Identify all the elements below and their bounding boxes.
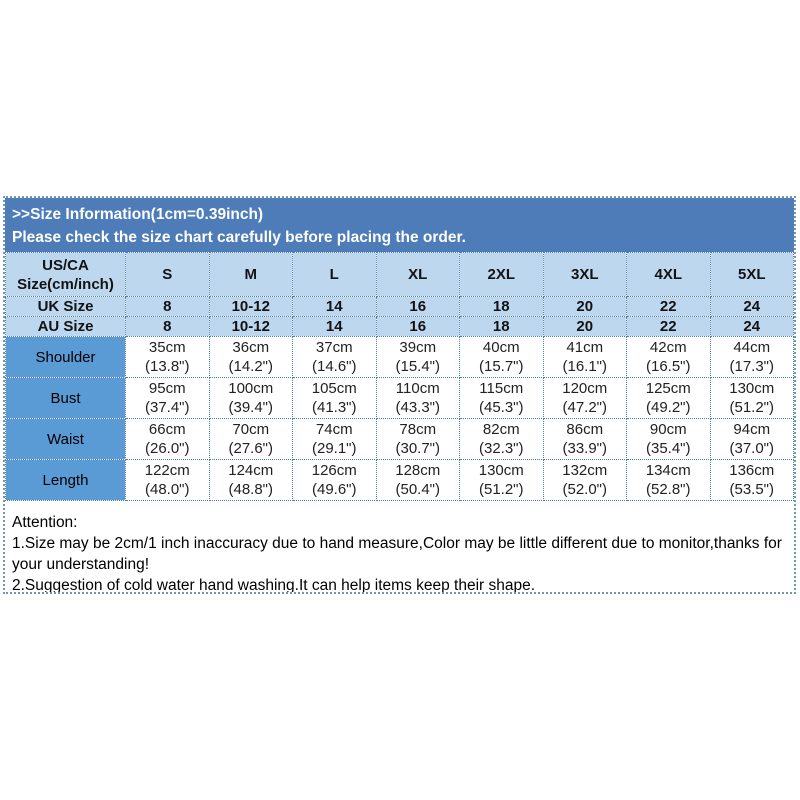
corner-cell: US/CA Size(cm/inch) — [5, 252, 126, 297]
measurement-cell: 126cm (49.6") — [292, 459, 377, 501]
measurement-cell: 136cm (53.5") — [709, 459, 794, 501]
measurement-cell: 124cm (48.8") — [208, 459, 293, 501]
measurement-cell: 35cm (13.8") — [125, 336, 210, 378]
au-size-value: 8 — [125, 316, 210, 337]
au-size-value: 18 — [459, 316, 544, 337]
measurement-cell: 100cm (39.4") — [208, 377, 293, 419]
measurement-row-length: Length 122cm (48.0") 124cm (48.8") 126cm… — [5, 459, 794, 501]
measurement-cell: 125cm (49.2") — [626, 377, 711, 419]
measurement-cell: 86cm (33.9") — [542, 418, 627, 460]
uk-size-value: 20 — [542, 296, 627, 317]
size-information-panel: >>Size Information(1cm=0.39inch) Please … — [3, 196, 796, 594]
measurement-cell: 82cm (32.3") — [459, 418, 544, 460]
measurement-cell: 120cm (47.2") — [542, 377, 627, 419]
measurement-cell: 66cm (26.0") — [125, 418, 210, 460]
measurement-label: Waist — [5, 418, 126, 460]
measurement-cell: 110cm (43.3") — [375, 377, 460, 419]
uk-size-value: 22 — [626, 296, 711, 317]
size-header-row: US/CA Size(cm/inch) S M L XL 2XL 3XL 4XL… — [5, 252, 794, 297]
measurement-label: Length — [5, 459, 126, 501]
size-col-header: L — [292, 252, 377, 297]
uk-size-row: UK Size 8 10-12 14 16 18 20 22 24 — [5, 296, 794, 317]
measurement-cell: 128cm (50.4") — [375, 459, 460, 501]
banner: >>Size Information(1cm=0.39inch) Please … — [5, 198, 794, 252]
banner-title: >>Size Information(1cm=0.39inch) — [12, 206, 264, 223]
attention-note-2: 2.Suggestion of cold water hand washing.… — [12, 577, 536, 594]
au-size-value: 10-12 — [208, 316, 293, 337]
au-size-label: AU Size — [5, 316, 126, 337]
size-col-header: M — [208, 252, 293, 297]
measurement-row-shoulder: Shoulder 35cm (13.8") 36cm (14.2") 37cm … — [5, 336, 794, 378]
size-col-header: 3XL — [542, 252, 627, 297]
measurement-cell: 105cm (41.3") — [292, 377, 377, 419]
au-size-value: 14 — [292, 316, 377, 337]
measurement-cell: 78cm (30.7") — [375, 418, 460, 460]
measurement-cell: 134cm (52.8") — [626, 459, 711, 501]
measurement-row-waist: Waist 66cm (26.0") 70cm (27.6") 74cm (29… — [5, 418, 794, 460]
uk-size-label: UK Size — [5, 296, 126, 317]
measurement-cell: 40cm (15.7") — [459, 336, 544, 378]
measurement-cell: 115cm (45.3") — [459, 377, 544, 419]
banner-subtitle: Please check the size chart carefully be… — [12, 229, 466, 246]
au-size-value: 22 — [626, 316, 711, 337]
measurement-cell: 122cm (48.0") — [125, 459, 210, 501]
measurement-cell: 37cm (14.6") — [292, 336, 377, 378]
measurement-cell: 70cm (27.6") — [208, 418, 293, 460]
measurement-cell: 90cm (35.4") — [626, 418, 711, 460]
measurement-cell: 44cm (17.3") — [709, 336, 794, 378]
measurement-cell: 42cm (16.5") — [626, 336, 711, 378]
measurement-cell: 74cm (29.1") — [292, 418, 377, 460]
measurement-cell: 36cm (14.2") — [208, 336, 293, 378]
size-col-header: 4XL — [626, 252, 711, 297]
measurement-cell: 95cm (37.4") — [125, 377, 210, 419]
measurement-cell: 130cm (51.2") — [709, 377, 794, 419]
attention-notes: Attention: 1.Size may be 2cm/1 inch inac… — [5, 501, 794, 594]
measurement-cell: 132cm (52.0") — [542, 459, 627, 501]
measurement-cell: 41cm (16.1") — [542, 336, 627, 378]
measurement-label: Shoulder — [5, 336, 126, 378]
uk-size-value: 18 — [459, 296, 544, 317]
corner-line2: Size(cm/inch) — [17, 275, 114, 293]
measurement-label: Bust — [5, 377, 126, 419]
au-size-row: AU Size 8 10-12 14 16 18 20 22 24 — [5, 316, 794, 337]
uk-size-value: 8 — [125, 296, 210, 317]
measurement-row-bust: Bust 95cm (37.4") 100cm (39.4") 105cm (4… — [5, 377, 794, 419]
uk-size-value: 16 — [375, 296, 460, 317]
measurement-cell: 130cm (51.2") — [459, 459, 544, 501]
attention-note-1: 1.Size may be 2cm/1 inch inaccuracy due … — [12, 535, 782, 573]
au-size-value: 20 — [542, 316, 627, 337]
au-size-value: 16 — [375, 316, 460, 337]
size-chart-table: US/CA Size(cm/inch) S M L XL 2XL 3XL 4XL… — [5, 252, 794, 501]
uk-size-value: 10-12 — [208, 296, 293, 317]
size-col-header: 5XL — [709, 252, 794, 297]
uk-size-value: 24 — [709, 296, 794, 317]
attention-title: Attention: — [12, 514, 78, 531]
size-col-header: XL — [375, 252, 460, 297]
measurement-cell: 94cm (37.0") — [709, 418, 794, 460]
au-size-value: 24 — [709, 316, 794, 337]
size-col-header: 2XL — [459, 252, 544, 297]
measurement-cell: 39cm (15.4") — [375, 336, 460, 378]
size-col-header: S — [125, 252, 210, 297]
uk-size-value: 14 — [292, 296, 377, 317]
corner-line1: US/CA — [42, 256, 89, 274]
